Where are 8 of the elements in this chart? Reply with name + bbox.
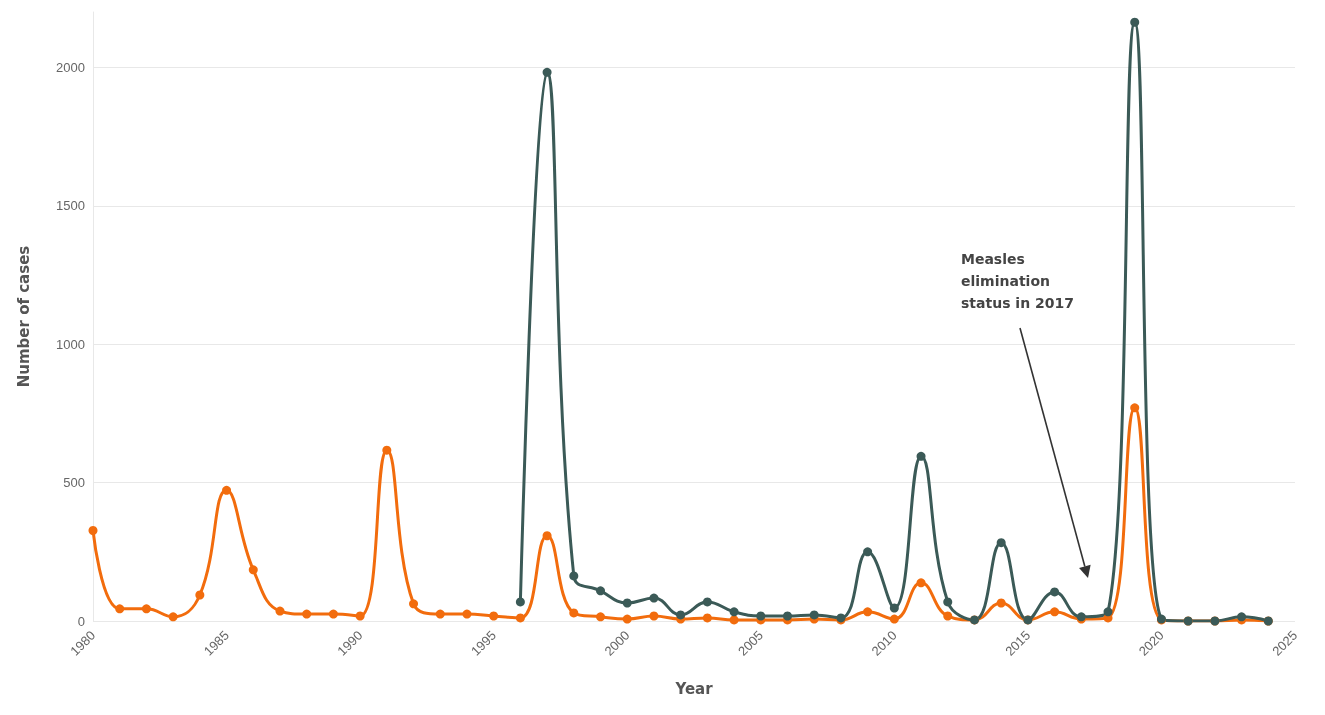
y-axis-title: Number of cases	[14, 245, 33, 388]
y-tick-label: 0	[77, 613, 85, 629]
y-tick-label: 1000	[56, 336, 85, 352]
annotation: Measles elimination status in 2017	[961, 251, 1074, 311]
y-tick-label: 500	[63, 475, 85, 491]
x-axis-title: Year	[674, 679, 714, 698]
y-tick-label: 1500	[56, 198, 85, 214]
y-tick-label: 2000	[56, 59, 85, 75]
